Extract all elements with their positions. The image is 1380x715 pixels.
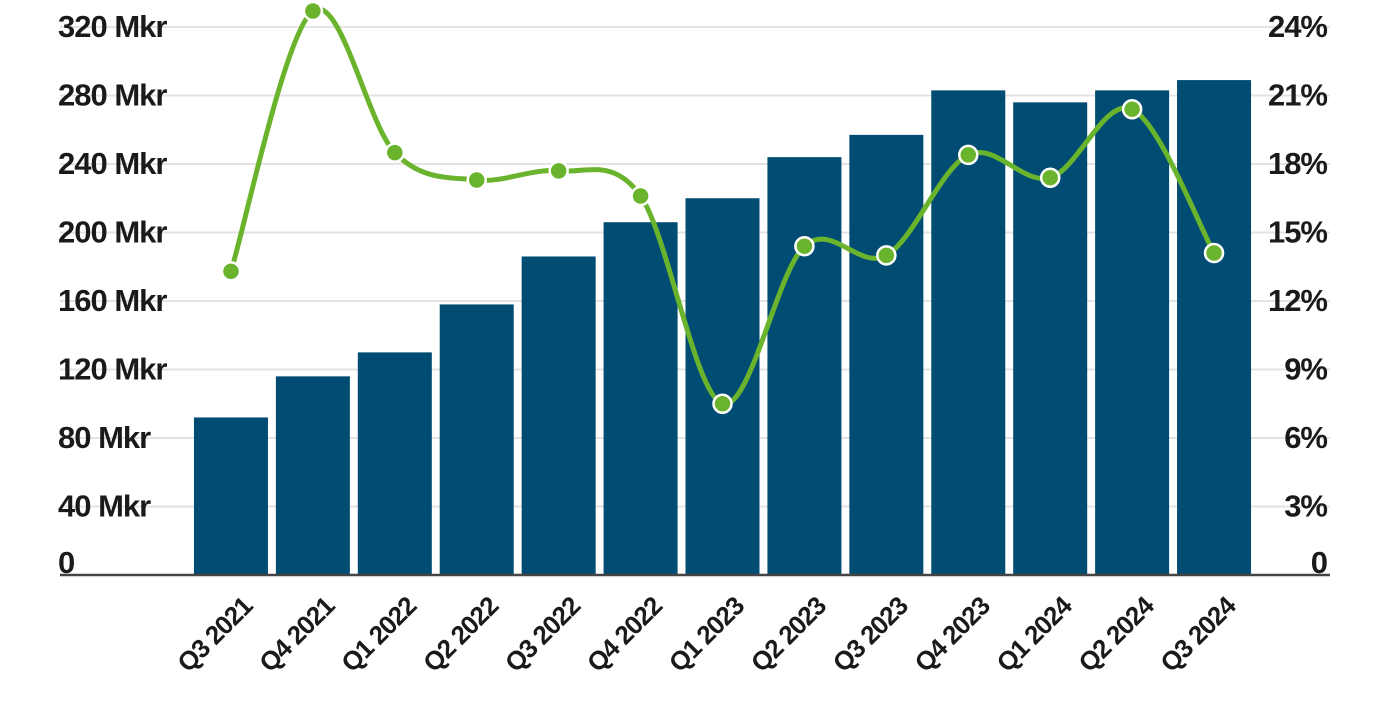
bar	[685, 198, 760, 575]
x-tick-label: Q3 2021	[171, 591, 258, 678]
bar	[1095, 90, 1170, 576]
left-y-axis: 0 40 Mkr 80 Mkr 120 Mkr 160 Mkr 200 Mkr 240 Mk…	[58, 9, 168, 580]
right-tick-label: 3%	[1284, 489, 1327, 524]
line-point	[302, 0, 324, 22]
line-point	[1121, 98, 1143, 120]
left-tick-label: 320 Mkr	[58, 9, 167, 44]
x-tick-label: Q3 2023	[827, 591, 914, 678]
left-tick-label: 80 Mkr	[58, 420, 151, 455]
left-tick-label: 160 Mkr	[58, 283, 167, 318]
line-point	[220, 261, 242, 282]
bar	[849, 134, 924, 575]
right-tick-label: 24%	[1268, 9, 1327, 44]
line-point	[958, 144, 979, 166]
line-point	[466, 169, 487, 191]
x-tick-label: Q4 2023	[909, 591, 996, 678]
line-point	[1039, 167, 1061, 188]
x-tick-label: Q3 2024	[1154, 590, 1242, 678]
line-point	[712, 393, 733, 414]
right-tick-label: 6%	[1284, 420, 1327, 455]
x-tick-label: Q2 2024	[1072, 590, 1160, 678]
bar	[357, 352, 432, 575]
right-tick-label: 0	[1311, 545, 1327, 580]
right-tick-label: 21%	[1268, 78, 1327, 113]
line-point	[1203, 242, 1225, 264]
left-tick-label: 200 Mkr	[58, 215, 167, 250]
bar	[439, 304, 514, 575]
line-series	[220, 0, 1225, 414]
x-tick-label: Q2 2023	[745, 591, 832, 678]
x-tick-label: Q4 2021	[253, 591, 340, 678]
x-tick-label: Q1 2022	[335, 591, 422, 678]
line-point	[548, 160, 569, 182]
x-tick-label: Q1 2023	[663, 591, 750, 678]
right-y-axis: 0 3% 6% 9% 12% 15% 18% 21% 24%	[1268, 9, 1328, 580]
line-point	[384, 142, 406, 163]
x-tick-label: Q2 2022	[417, 591, 504, 678]
bar	[603, 222, 678, 575]
bar	[767, 157, 842, 575]
bar	[521, 256, 596, 575]
left-tick-label: 240 Mkr	[58, 146, 167, 181]
bar	[1177, 80, 1252, 576]
line-point	[794, 235, 815, 257]
bar-series	[193, 80, 1252, 576]
bar	[931, 90, 1006, 576]
right-tick-label: 15%	[1268, 215, 1327, 250]
x-tick-label: Q1 2024	[990, 590, 1078, 678]
x-tick-label: Q4 2022	[581, 591, 668, 678]
left-tick-label: 0	[58, 545, 74, 580]
right-tick-label: 18%	[1268, 146, 1327, 181]
bar	[275, 376, 350, 575]
right-tick-label: 12%	[1268, 283, 1327, 318]
left-tick-label: 40 Mkr	[58, 489, 151, 524]
line-point	[876, 245, 897, 266]
left-tick-label: 120 Mkr	[58, 352, 167, 387]
bar	[193, 417, 268, 575]
x-tick-label: Q3 2022	[499, 591, 586, 678]
left-tick-label: 280 Mkr	[58, 78, 167, 113]
right-tick-label: 9%	[1284, 352, 1327, 387]
line-point	[630, 185, 651, 207]
